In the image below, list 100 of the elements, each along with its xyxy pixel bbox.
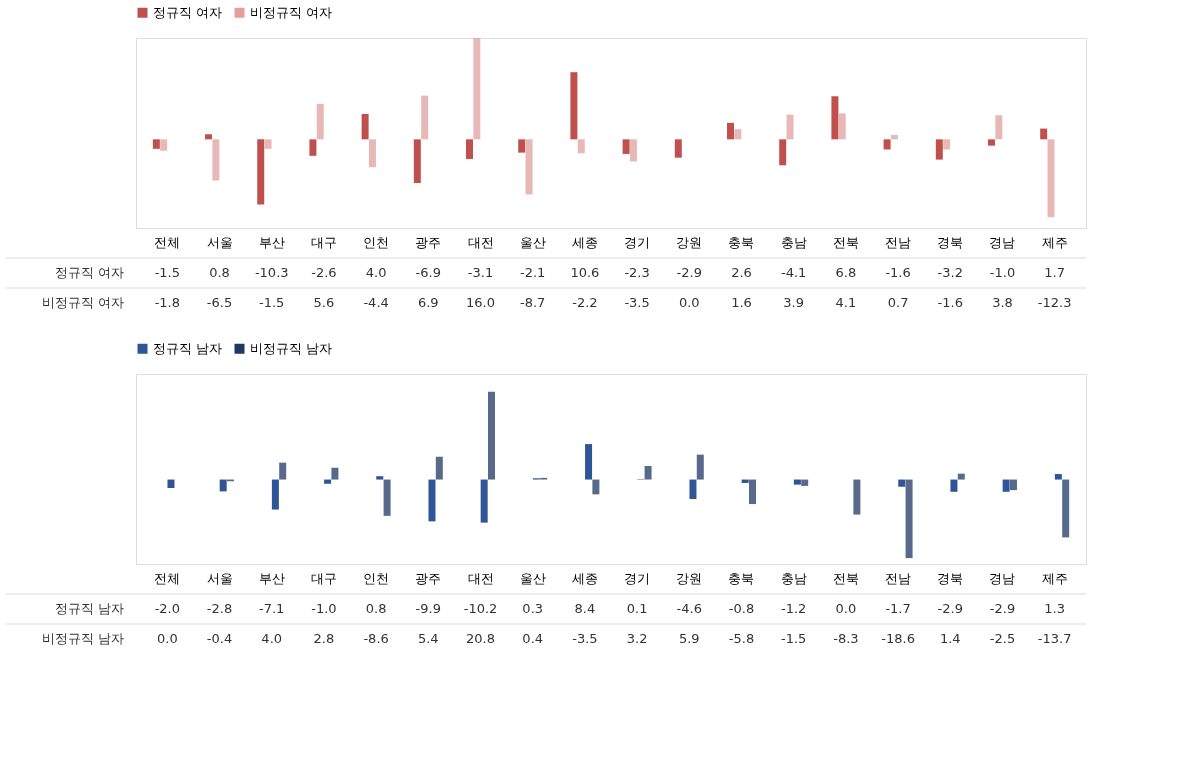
bar (219, 479, 227, 492)
x-tick-label: 대구 (310, 570, 337, 586)
bar (644, 466, 652, 480)
legend-label: 정규직 여자 (153, 4, 223, 20)
data-label: 6.8 (835, 265, 857, 280)
x-tick-label: 제주 (1041, 570, 1068, 586)
bar (1040, 128, 1048, 140)
bar (487, 391, 495, 480)
x-tick-label: 인천 (363, 570, 390, 586)
bar (518, 139, 526, 153)
data-label: 3.8 (992, 295, 1013, 310)
data-label: 0.8 (365, 601, 387, 616)
x-tick-label: 경남 (989, 234, 1016, 250)
data-label: 0.8 (209, 265, 230, 280)
bar (525, 139, 533, 195)
bar (167, 479, 175, 488)
x-tick-label: 울산 (519, 234, 546, 250)
x-tick-label: 부산 (258, 234, 285, 250)
bar (473, 38, 481, 140)
data-label: -6.9 (415, 265, 441, 280)
data-label: 6.9 (417, 295, 439, 310)
data-label: -3.1 (467, 265, 494, 280)
bar (957, 473, 965, 480)
bar (1002, 479, 1010, 492)
data-label: 20.8 (466, 631, 495, 646)
bar (1054, 474, 1062, 480)
bar (324, 479, 332, 484)
bar (331, 467, 339, 480)
x-tick-label: 강원 (676, 570, 703, 586)
bar (935, 139, 943, 160)
bar (160, 139, 168, 151)
legend-label: 비정규직 여자 (250, 4, 333, 20)
x-tick-label: 충남 (780, 234, 807, 250)
data-label: -5.8 (728, 631, 755, 646)
bar (480, 479, 488, 523)
data-label: -2.9 (989, 601, 1016, 616)
data-label: 1.7 (1044, 265, 1066, 280)
x-tick-label: 인천 (363, 234, 390, 250)
x-tick-label: 대구 (310, 234, 337, 250)
bar (257, 139, 265, 205)
data-label: 2.8 (313, 631, 335, 646)
x-tick-label: 경남 (989, 570, 1016, 586)
data-label: -8.3 (833, 631, 859, 646)
x-tick-label: 전남 (885, 234, 912, 250)
data-label: -12.3 (1037, 295, 1072, 310)
data-label: 1.6 (731, 295, 752, 310)
bar (779, 139, 787, 166)
data-label: 3.2 (626, 631, 648, 646)
data-label: 2.6 (731, 265, 752, 280)
data-label: -1.5 (259, 295, 285, 310)
bar (570, 72, 578, 140)
x-tick-label: 서울 (206, 234, 233, 250)
x-tick-label: 전북 (832, 570, 859, 586)
x-tick-label: 대전 (467, 570, 494, 586)
data-label: -7.1 (259, 601, 285, 616)
data-label: -4.1 (781, 265, 807, 280)
data-label: -3.5 (624, 295, 650, 310)
data-label: -2.1 (520, 265, 546, 280)
x-tick-label: 서울 (206, 570, 233, 586)
bar (883, 139, 891, 150)
bar (727, 122, 735, 140)
data-label: -4.4 (363, 295, 389, 310)
bar (577, 139, 585, 154)
bar (413, 139, 421, 184)
x-tick-label: 대전 (467, 234, 494, 250)
data-label: -10.3 (254, 265, 289, 280)
data-label: -0.4 (206, 631, 233, 646)
data-label: -18.6 (881, 631, 915, 646)
legend-label: 정규직 남자 (153, 340, 223, 356)
bar (801, 479, 809, 486)
data-label: 1.3 (1044, 601, 1066, 616)
bar (361, 114, 369, 140)
data-label: 4.0 (365, 265, 387, 280)
data-label: -6.5 (206, 295, 233, 310)
x-tick-label: 세종 (571, 234, 598, 250)
bar (905, 479, 913, 559)
data-label: 4.1 (835, 295, 857, 310)
data-label: -2.8 (206, 601, 233, 616)
bar (383, 479, 391, 516)
bar (316, 103, 324, 140)
bar (995, 115, 1003, 140)
data-label: -3.2 (937, 265, 963, 280)
bar (831, 96, 839, 140)
bar (279, 462, 287, 480)
data-label: -1.6 (937, 295, 963, 310)
bar (890, 134, 898, 140)
x-tick-label: 광주 (415, 570, 442, 586)
x-tick-label: 제주 (1041, 234, 1068, 250)
x-tick-label: 경북 (937, 234, 964, 250)
bar (376, 476, 384, 480)
data-label: -2.5 (989, 631, 1016, 646)
data-label: -1.5 (781, 631, 807, 646)
data-label: -3.5 (572, 631, 598, 646)
data-label: -10.2 (463, 601, 498, 616)
bar (622, 139, 630, 154)
bar (368, 139, 376, 168)
x-tick-label: 충북 (728, 570, 755, 586)
data-label: 1.4 (939, 631, 961, 646)
data-label: -9.9 (415, 601, 441, 616)
data-label: 5.6 (313, 295, 335, 310)
